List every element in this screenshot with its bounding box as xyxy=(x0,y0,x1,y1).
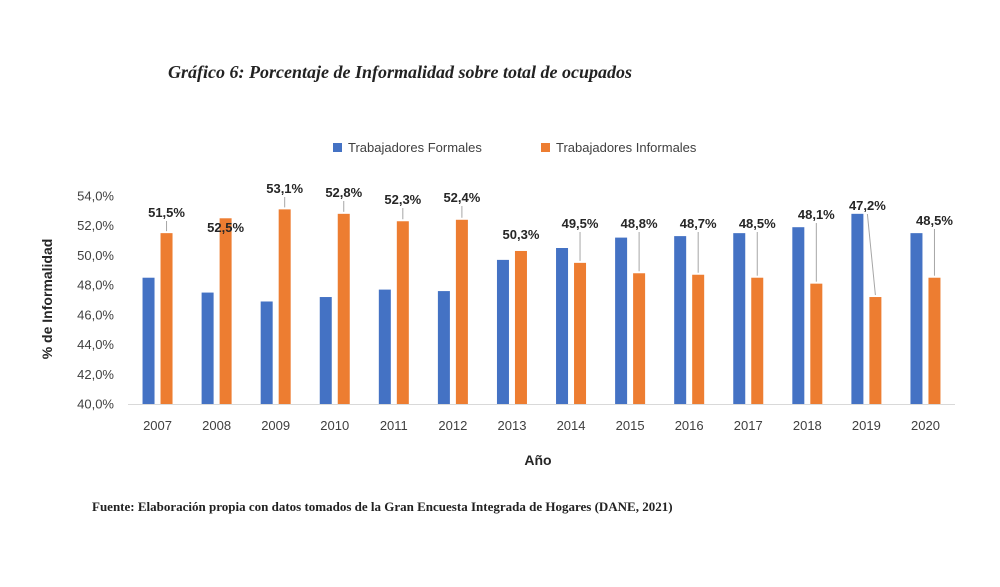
data-label-2013: 50,3% xyxy=(503,227,540,242)
chart-title: Gráfico 6: Porcentaje de Informalidad so… xyxy=(168,62,632,82)
y-axis-title: % de Informalidad xyxy=(39,239,55,360)
x-tick-label-2014: 2014 xyxy=(557,418,586,433)
bar-informales-2007 xyxy=(160,233,173,404)
bar-formales-2019 xyxy=(851,213,864,404)
bar-informales-2019 xyxy=(869,297,882,404)
data-label-2009: 53,1% xyxy=(266,181,303,196)
y-tick-label: 48,0% xyxy=(77,278,114,293)
data-label-2019: 47,2% xyxy=(849,198,886,213)
bar-informales-2014 xyxy=(574,262,587,404)
legend-swatch-informales xyxy=(541,143,550,152)
bar-formales-2010 xyxy=(319,297,332,404)
leader-line-2019 xyxy=(866,213,876,296)
x-tick-label-2009: 2009 xyxy=(261,418,290,433)
x-tick-label-2013: 2013 xyxy=(498,418,527,433)
x-tick-label-2008: 2008 xyxy=(202,418,231,433)
bar-informales-2016 xyxy=(692,274,705,404)
plot-area: 40,0% 42,0% 44,0% 46,0% 48,0% 50,0% 52,0% 54,0%… xyxy=(77,181,955,433)
y-tick-label: 42,0% xyxy=(77,367,114,382)
y-tick-label: 44,0% xyxy=(77,337,114,352)
data-label-2018: 48,1% xyxy=(798,207,835,222)
data-label-2015: 48,8% xyxy=(621,216,658,231)
y-tick-label: 54,0% xyxy=(77,189,114,204)
data-label-2012: 52,4% xyxy=(443,190,480,205)
bar-informales-2010 xyxy=(337,213,350,404)
bar-formales-2017 xyxy=(733,233,746,404)
data-label-2008: 52,5% xyxy=(207,220,244,235)
data-label-2014: 49,5% xyxy=(562,216,599,231)
data-label-2020: 48,5% xyxy=(916,213,953,228)
data-label-2007: 51,5% xyxy=(148,205,185,220)
legend-label-formales: Trabajadores Formales xyxy=(348,140,482,155)
bar-informales-2013 xyxy=(514,250,527,404)
x-tick-label-2016: 2016 xyxy=(675,418,704,433)
y-tick-label: 46,0% xyxy=(77,307,114,322)
y-tick-label: 40,0% xyxy=(77,397,114,412)
bar-formales-2014 xyxy=(556,248,569,404)
bar-informales-2011 xyxy=(396,221,409,404)
source-note: Fuente: Elaboración propia con datos tom… xyxy=(92,499,673,514)
bar-informales-2017 xyxy=(751,277,764,404)
bar-informales-2020 xyxy=(928,277,941,404)
legend-swatch-formales xyxy=(333,143,342,152)
bar-formales-2012 xyxy=(437,291,450,404)
x-tick-label-2007: 2007 xyxy=(143,418,172,433)
data-label-2017: 48,5% xyxy=(739,216,776,231)
x-tick-label-2018: 2018 xyxy=(793,418,822,433)
x-tick-label-2010: 2010 xyxy=(320,418,349,433)
x-axis-title: Año xyxy=(524,452,551,468)
x-tick-label-2012: 2012 xyxy=(438,418,467,433)
bar-formales-2008 xyxy=(201,292,214,404)
bar-formales-2016 xyxy=(674,236,687,404)
legend: Trabajadores Formales Trabajadores Infor… xyxy=(333,140,697,155)
x-tick-label-2019: 2019 xyxy=(852,418,881,433)
x-tick-label-2020: 2020 xyxy=(911,418,940,433)
bar-informales-2012 xyxy=(455,219,468,404)
bar-formales-2020 xyxy=(910,233,923,404)
x-tick-label-2011: 2011 xyxy=(380,418,408,433)
bar-formales-2018 xyxy=(792,227,805,404)
bar-formales-2015 xyxy=(615,237,628,404)
bar-informales-2015 xyxy=(633,273,646,404)
y-tick-label: 50,0% xyxy=(77,248,114,263)
bar-formales-2011 xyxy=(378,289,391,404)
data-label-2010: 52,8% xyxy=(325,185,362,200)
x-tick-label-2017: 2017 xyxy=(734,418,763,433)
bar-formales-2013 xyxy=(496,259,509,404)
data-label-2016: 48,7% xyxy=(680,216,717,231)
x-tick-label-2015: 2015 xyxy=(616,418,645,433)
bar-formales-2007 xyxy=(142,277,155,404)
data-label-2011: 52,3% xyxy=(384,192,421,207)
bar-informales-2018 xyxy=(810,283,823,404)
bar-informales-2009 xyxy=(278,209,291,404)
bar-formales-2009 xyxy=(260,301,273,404)
legend-label-informales: Trabajadores Informales xyxy=(556,140,697,155)
bar-informales-2008 xyxy=(219,218,232,404)
y-tick-label: 52,0% xyxy=(77,218,114,233)
